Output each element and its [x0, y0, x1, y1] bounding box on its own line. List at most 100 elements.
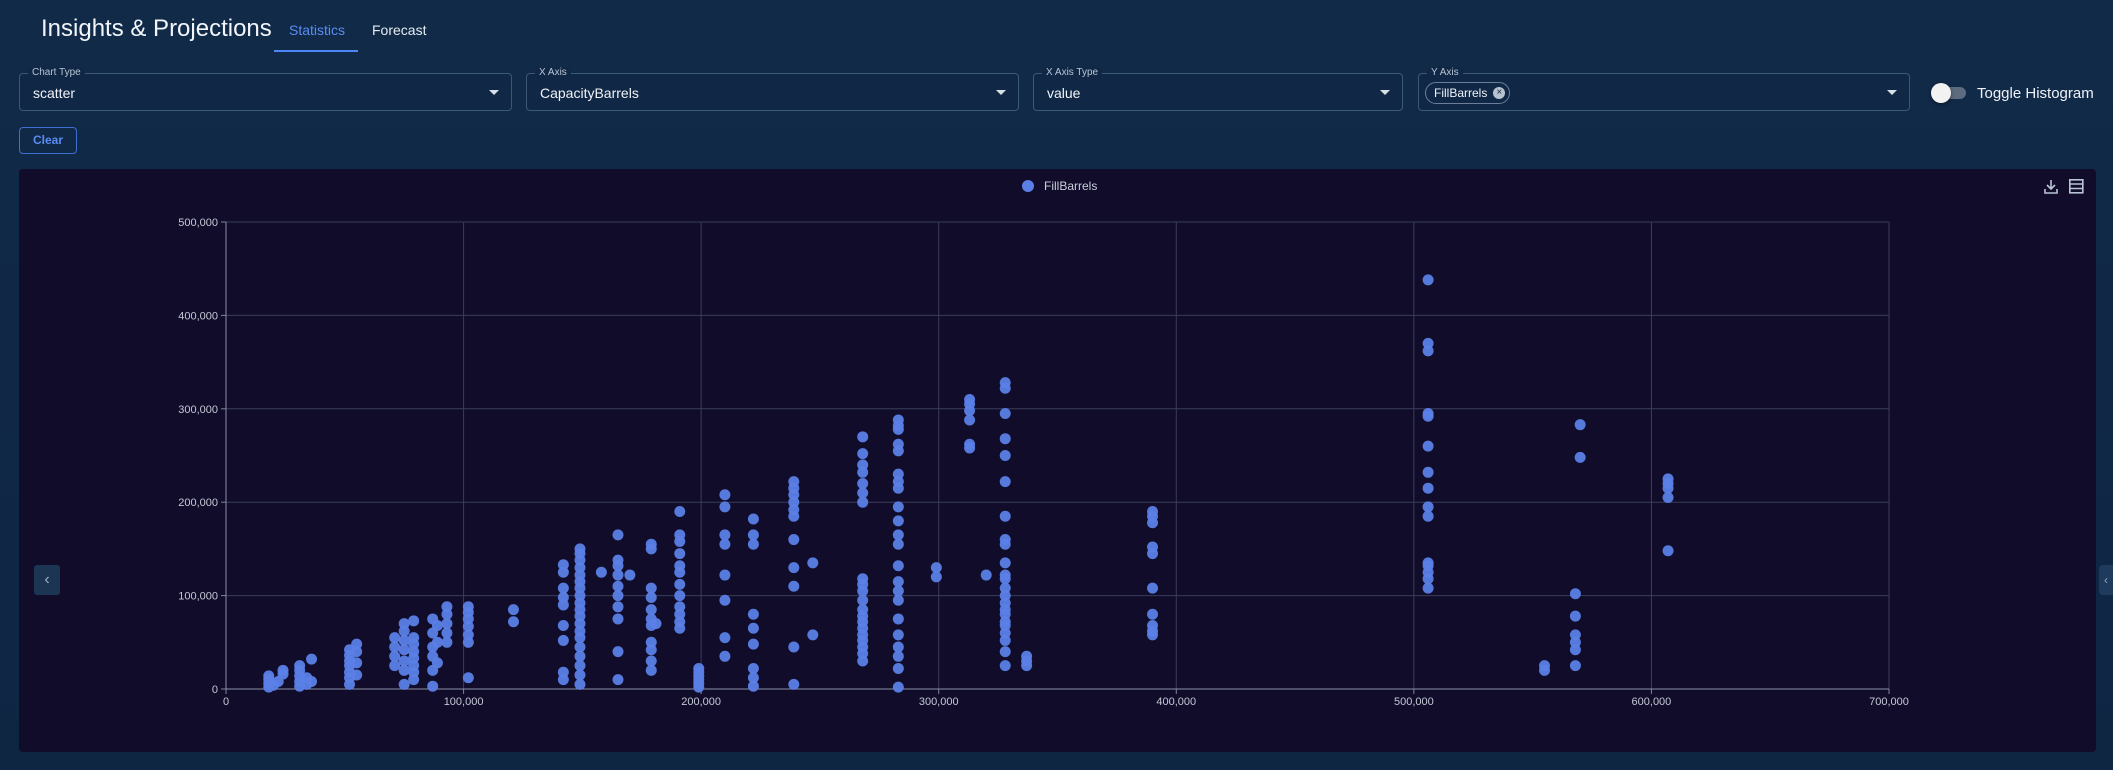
data-point[interactable]: [1422, 482, 1434, 494]
data-view-icon[interactable]: [2069, 179, 2084, 194]
data-point[interactable]: [892, 681, 904, 693]
data-point[interactable]: [857, 448, 869, 460]
data-point[interactable]: [277, 664, 289, 676]
data-point[interactable]: [398, 644, 410, 656]
data-point[interactable]: [999, 510, 1011, 522]
data-point[interactable]: [892, 468, 904, 480]
data-point[interactable]: [398, 655, 410, 667]
data-point[interactable]: [1662, 473, 1674, 485]
data-point[interactable]: [389, 650, 401, 662]
data-point[interactable]: [1422, 407, 1434, 419]
data-point[interactable]: [1147, 582, 1159, 594]
data-point[interactable]: [999, 450, 1011, 461]
data-point[interactable]: [857, 604, 869, 616]
data-point[interactable]: [431, 636, 443, 648]
data-point[interactable]: [574, 678, 586, 690]
data-point[interactable]: [747, 622, 759, 634]
data-point[interactable]: [857, 459, 869, 471]
data-point[interactable]: [351, 657, 363, 669]
data-point[interactable]: [788, 678, 800, 690]
data-point[interactable]: [999, 557, 1011, 569]
data-point[interactable]: [351, 669, 363, 681]
data-point[interactable]: [892, 585, 904, 597]
chevron-down-icon[interactable]: [1887, 90, 1897, 95]
data-point[interactable]: [408, 632, 420, 644]
data-point[interactable]: [645, 604, 657, 616]
data-point[interactable]: [674, 548, 686, 560]
data-point[interactable]: [612, 554, 624, 566]
data-point[interactable]: [788, 580, 800, 592]
data-point[interactable]: [557, 634, 569, 646]
data-point[interactable]: [557, 619, 569, 631]
chevron-down-icon[interactable]: [996, 90, 1006, 95]
data-point[interactable]: [1422, 501, 1434, 513]
data-point[interactable]: [574, 543, 586, 555]
y-axis-chip[interactable]: FillBarrels ×: [1425, 82, 1511, 104]
data-point[interactable]: [892, 662, 904, 674]
data-point[interactable]: [612, 590, 624, 602]
data-point[interactable]: [595, 566, 607, 578]
data-point[interactable]: [574, 650, 586, 662]
data-point[interactable]: [892, 613, 904, 625]
data-point[interactable]: [999, 377, 1011, 389]
data-point[interactable]: [892, 529, 904, 541]
data-point[interactable]: [398, 664, 410, 676]
histogram-toggle-knob[interactable]: [1931, 83, 1951, 103]
data-point[interactable]: [980, 569, 992, 581]
data-point[interactable]: [1422, 582, 1434, 594]
data-point[interactable]: [892, 438, 904, 450]
data-point[interactable]: [674, 529, 686, 541]
data-point[interactable]: [674, 560, 686, 572]
data-point[interactable]: [1147, 541, 1159, 553]
data-point[interactable]: [719, 529, 731, 541]
data-point[interactable]: [857, 431, 869, 443]
data-point[interactable]: [557, 591, 569, 603]
data-point[interactable]: [462, 672, 474, 684]
data-point[interactable]: [294, 660, 306, 672]
data-point[interactable]: [441, 601, 453, 613]
data-point[interactable]: [719, 632, 731, 644]
data-point[interactable]: [788, 476, 800, 488]
legend-marker[interactable]: [1022, 180, 1034, 192]
data-point[interactable]: [263, 670, 275, 682]
data-point[interactable]: [747, 680, 759, 692]
tab-statistics[interactable]: Statistics: [289, 22, 346, 38]
data-point[interactable]: [892, 501, 904, 513]
data-point[interactable]: [857, 573, 869, 585]
data-point[interactable]: [398, 678, 410, 690]
data-point[interactable]: [431, 619, 443, 631]
data-point[interactable]: [1662, 492, 1674, 504]
data-point[interactable]: [351, 638, 363, 650]
data-point[interactable]: [462, 629, 474, 641]
data-point[interactable]: [674, 590, 686, 602]
chart-legend[interactable]: FillBarrels: [1022, 179, 1097, 193]
data-point[interactable]: [719, 538, 731, 550]
chevron-down-icon[interactable]: [489, 90, 499, 95]
data-point[interactable]: [1147, 506, 1159, 518]
data-point[interactable]: [892, 650, 904, 662]
data-point[interactable]: [719, 489, 731, 501]
data-point[interactable]: [389, 641, 401, 653]
data-point[interactable]: [807, 557, 819, 569]
data-point[interactable]: [507, 616, 519, 628]
close-circle-icon[interactable]: ×: [1493, 87, 1506, 99]
data-point[interactable]: [645, 636, 657, 648]
data-point[interactable]: [999, 646, 1011, 658]
data-point[interactable]: [892, 594, 904, 606]
data-point[interactable]: [645, 664, 657, 676]
data-point[interactable]: [719, 501, 731, 513]
data-point[interactable]: [964, 438, 976, 450]
data-point[interactable]: [645, 655, 657, 667]
data-point[interactable]: [747, 513, 759, 525]
data-point[interactable]: [719, 594, 731, 606]
data-point[interactable]: [892, 515, 904, 527]
data-point[interactable]: [747, 529, 759, 541]
data-point[interactable]: [999, 407, 1011, 419]
data-point[interactable]: [1539, 660, 1551, 672]
data-point[interactable]: [999, 569, 1011, 581]
data-point[interactable]: [892, 538, 904, 550]
data-point[interactable]: [612, 529, 624, 541]
x-axis-select[interactable]: X Axis CapacityBarrels: [526, 67, 1019, 111]
chart-type-select[interactable]: Chart Type scatter: [19, 67, 512, 111]
data-point[interactable]: [1422, 337, 1434, 349]
